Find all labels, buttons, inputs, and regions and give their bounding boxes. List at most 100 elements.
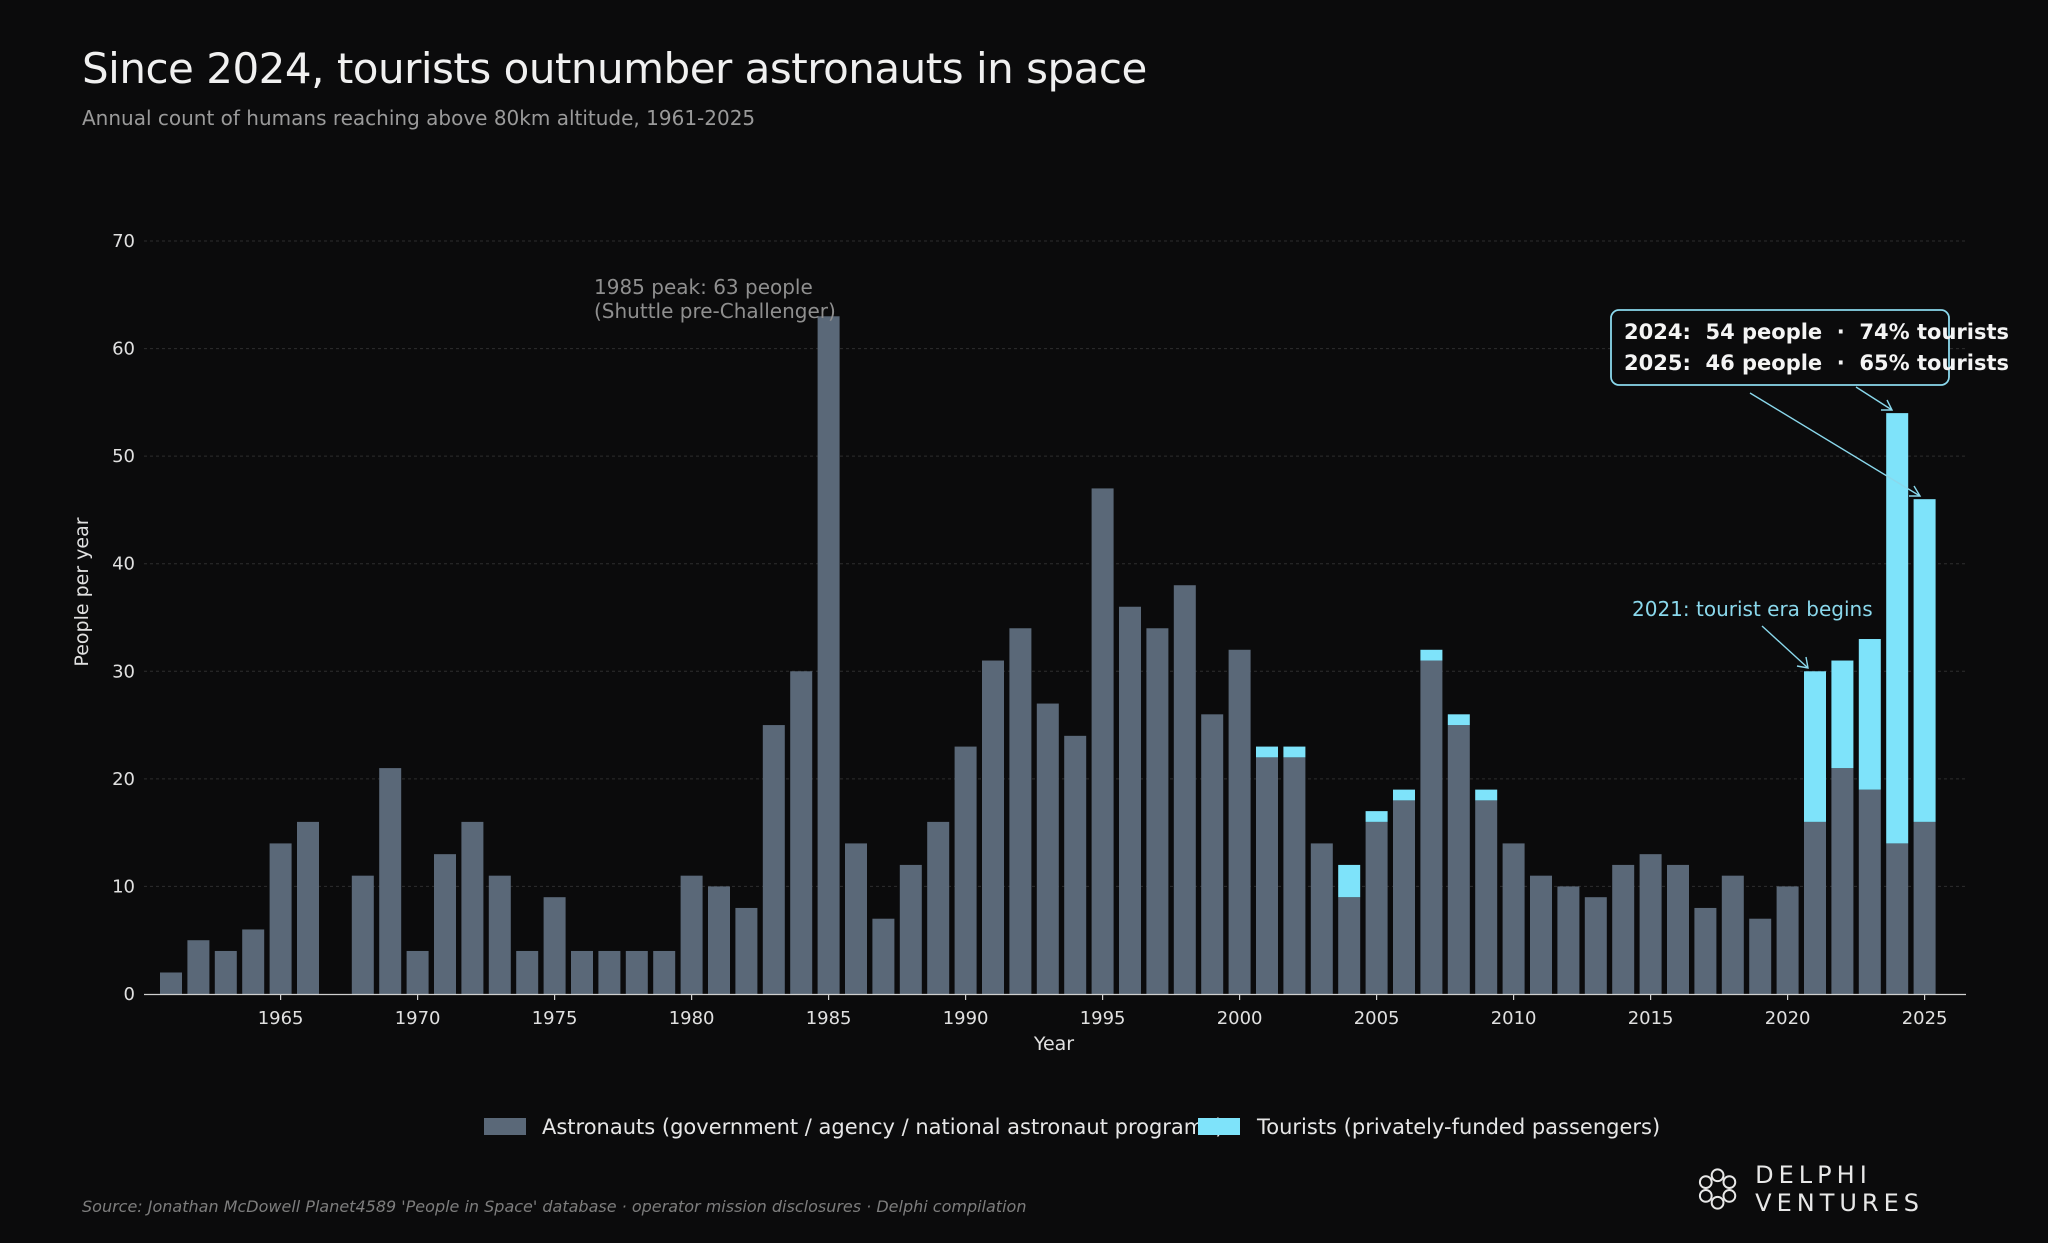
peak-annotation-line1: 1985 peak: 63 people	[594, 275, 813, 299]
bar-astronauts-1974	[516, 950, 539, 994]
bar-astronauts-1993	[1036, 703, 1059, 994]
bar-tourists-2024	[1886, 413, 1909, 844]
bar-astronauts-1990	[954, 746, 977, 994]
bar-astronauts-2006	[1393, 800, 1415, 994]
y-tick-label: 50	[112, 446, 135, 467]
bar-astronauts-1972	[461, 821, 484, 994]
bar-astronauts-2016	[1667, 864, 1689, 994]
bar-astronauts-1961	[160, 972, 182, 994]
bar-astronauts-1973	[488, 875, 511, 994]
bar-tourists-2005	[1365, 811, 1388, 822]
bar-astronauts-2025	[1913, 821, 1936, 994]
bar-astronauts-2022	[1831, 768, 1854, 994]
y-tick-label: 60	[112, 339, 135, 360]
bar-astronauts-1980	[680, 875, 703, 994]
x-tick-label: 2025	[1902, 1008, 1948, 1029]
y-tick-label: 40	[112, 554, 135, 575]
bar-astronauts-1962	[187, 940, 210, 994]
bar-astronauts-2017	[1694, 907, 1717, 994]
bar-astronauts-1998	[1173, 585, 1196, 994]
bar-astronauts-2001	[1256, 757, 1278, 994]
bar-astronauts-2013	[1584, 897, 1607, 994]
y-tick-label: 10	[112, 876, 135, 897]
x-tick-label: 1975	[532, 1008, 578, 1029]
bar-astronauts-2023	[1858, 789, 1881, 994]
bar-astronauts-1986	[845, 843, 867, 994]
bar-astronauts-2021	[1804, 821, 1826, 994]
bar-astronauts-1987	[872, 918, 895, 994]
tourist-era-annotation: 2021: tourist era begins	[1632, 597, 1873, 621]
bar-astronauts-1978	[625, 950, 648, 994]
bar-tourists-2001	[1256, 746, 1278, 758]
bar-astronauts-1992	[1009, 628, 1032, 994]
x-axis-ticks: 1965 1970 1975 1980 1985 1990 1995 2000 2005 2010…	[258, 994, 1948, 1029]
bar-astronauts-2000	[1228, 649, 1251, 994]
peak-annotation-line2: (Shuttle pre-Challenger)	[594, 299, 836, 323]
legend-label-tourists: Tourists (privately-funded passengers)	[1256, 1115, 1660, 1139]
bar-astronauts-1963	[214, 950, 237, 994]
x-tick-label: 2005	[1354, 1008, 1400, 1029]
bar-astronauts-1991	[982, 660, 1004, 994]
x-tick-label: 2015	[1628, 1008, 1674, 1029]
bar-astronauts-1971	[434, 854, 456, 994]
x-tick-label: 2000	[1217, 1008, 1263, 1029]
bars	[160, 316, 1936, 994]
x-tick-label: 1980	[669, 1008, 715, 1029]
bar-astronauts-1970	[406, 950, 429, 994]
brand-name: DELPHI VENTURES	[1755, 1161, 1924, 1217]
bar-astronauts-2011	[1530, 875, 1552, 994]
bar-tourists-2025	[1913, 499, 1936, 822]
bar-tourists-2002	[1283, 746, 1306, 758]
bar-astronauts-2003	[1310, 843, 1333, 994]
delphi-logo-icon	[1698, 1168, 1737, 1210]
bar-astronauts-1996	[1119, 606, 1141, 994]
source-note: Source: Jonathan McDowell Planet4589 'Pe…	[82, 1197, 1027, 1216]
callout-line-2025: 2025: 46 people · 65% tourists	[1624, 351, 2009, 375]
bar-tourists-2004	[1338, 864, 1361, 898]
bar-astronauts-1988	[899, 864, 922, 994]
chart-title: Since 2024, tourists outnumber astronaut…	[82, 44, 1147, 93]
bar-astronauts-2004	[1338, 897, 1361, 994]
y-tick-label: 0	[124, 984, 135, 1005]
x-tick-label: 1990	[943, 1008, 989, 1029]
legend: Astronauts (government / agency / nation…	[484, 1115, 1660, 1139]
bar-astronauts-1977	[598, 950, 621, 994]
bar-astronauts-2024	[1886, 843, 1909, 994]
legend-swatch-astronauts	[484, 1118, 526, 1135]
x-tick-label: 1985	[806, 1008, 852, 1029]
y-tick-label: 70	[112, 231, 135, 252]
bar-astronauts-1989	[927, 821, 950, 994]
bar-tourists-2007	[1420, 649, 1443, 661]
bar-astronauts-2020	[1776, 886, 1799, 994]
bar-astronauts-1965	[269, 843, 292, 994]
bar-tourists-2009	[1475, 789, 1498, 801]
bar-astronauts-1979	[653, 950, 676, 994]
x-tick-label: 1970	[395, 1008, 441, 1029]
bar-astronauts-2002	[1283, 757, 1306, 994]
x-tick-label: 2010	[1491, 1008, 1537, 1029]
x-axis-title: Year	[1033, 1033, 1074, 1055]
bar-tourists-2021	[1804, 671, 1826, 822]
bar-astronauts-2009	[1475, 800, 1498, 994]
bar-astronauts-1995	[1091, 488, 1114, 994]
y-tick-label: 20	[112, 769, 135, 790]
bar-astronauts-1985	[817, 316, 840, 994]
callout-arrow-2025	[1749, 392, 1922, 497]
legend-swatch-tourists	[1198, 1118, 1240, 1135]
bar-astronauts-1976	[571, 950, 593, 994]
bar-astronauts-2008	[1447, 725, 1470, 994]
x-tick-label: 1965	[258, 1008, 304, 1029]
bar-tourists-2023	[1858, 639, 1881, 790]
y-tick-label: 30	[112, 661, 135, 682]
chart-subtitle: Annual count of humans reaching above 80…	[82, 106, 756, 130]
tourist-era-arrow	[1761, 625, 1809, 669]
y-axis-title: People per year	[71, 517, 93, 666]
bar-astronauts-2019	[1749, 918, 1772, 994]
bar-astronauts-1975	[543, 897, 566, 994]
bar-astronauts-1999	[1201, 714, 1224, 994]
bar-tourists-2006	[1393, 789, 1415, 801]
bar-astronauts-2018	[1721, 875, 1744, 994]
bar-astronauts-1997	[1146, 628, 1169, 994]
bar-astronauts-1968	[351, 875, 374, 994]
